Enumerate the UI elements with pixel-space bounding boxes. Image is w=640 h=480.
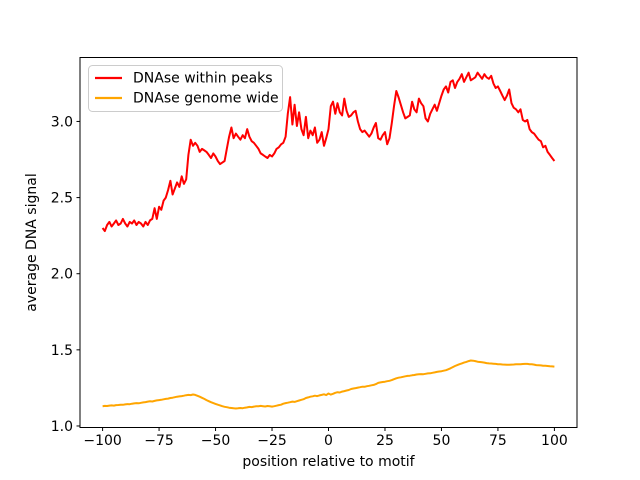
series-line-dnase-within-peaks: [101, 71, 556, 233]
x-tick-label: 0: [324, 433, 333, 449]
y-tick-label: 2.0: [51, 267, 73, 283]
legend: DNAse within peaks DNAse genome wide: [88, 65, 283, 112]
x-tick-label: 50: [433, 433, 451, 449]
y-tick-label: 2.5: [51, 191, 73, 207]
x-tick-label: −50: [201, 433, 231, 449]
x-tick-label: 100: [541, 433, 568, 449]
x-tick-label: −25: [257, 433, 287, 449]
series-lines: [101, 71, 556, 410]
y-tick-label: 3.0: [51, 114, 73, 130]
series-line-dnase-genome-wide: [102, 359, 555, 410]
x-tick-label: −75: [144, 433, 174, 449]
x-tick-label: 75: [489, 433, 507, 449]
y-tick-label: 1.0: [51, 419, 73, 435]
axis-ticks: −100 −75 −50 −25 0 25 50 75 100 1.0 1.5 2.0 2.5 3.0: [51, 114, 568, 449]
y-tick-label: 1.5: [51, 343, 73, 359]
legend-label-dnase-within-peaks: DNAse within peaks: [133, 71, 273, 87]
legend-box: [88, 65, 283, 112]
plot-area: [79, 57, 578, 428]
y-axis-label: average DNA signal: [24, 173, 40, 311]
legend-label-dnase-genome-wide: DNAse genome wide: [133, 91, 279, 107]
x-axis-label: position relative to motif: [242, 454, 415, 470]
x-tick-label: −100: [83, 433, 121, 449]
x-tick-label: 25: [376, 433, 394, 449]
